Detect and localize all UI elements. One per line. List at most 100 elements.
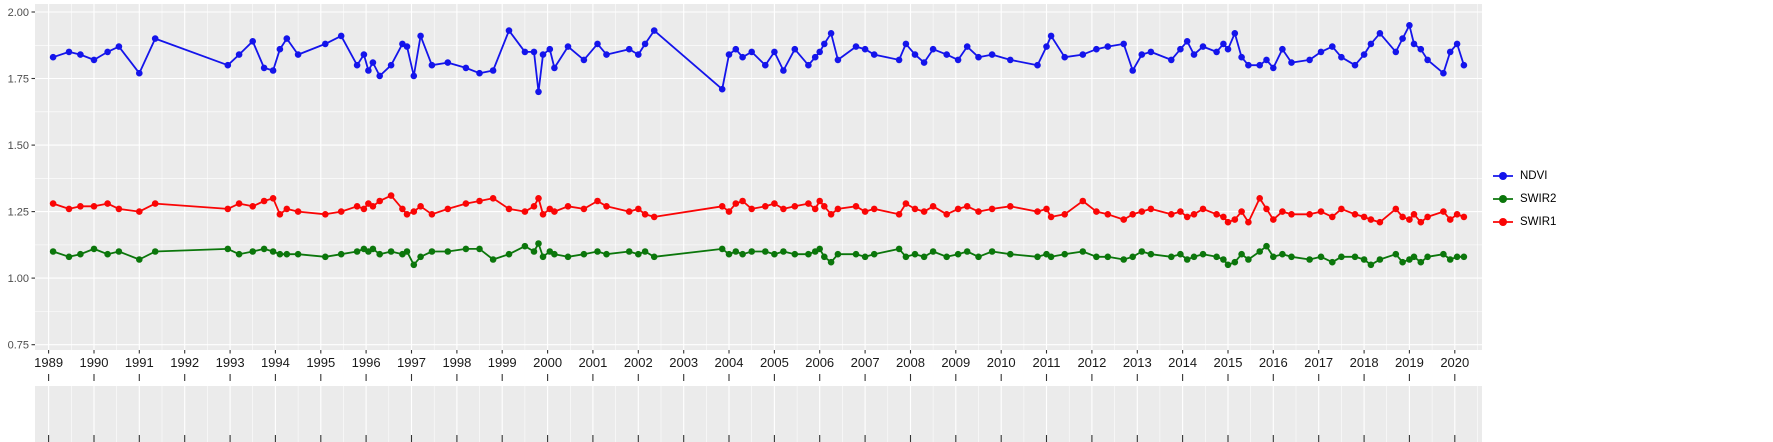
swir1-point — [136, 208, 143, 215]
swir1-point — [1147, 205, 1155, 213]
swir1-point — [1460, 213, 1468, 221]
ndvi-point — [260, 64, 268, 72]
swir2-point — [551, 250, 558, 258]
ndvi-point — [1329, 43, 1336, 50]
ndvi-point — [235, 51, 243, 58]
minor-gridlines — [35, 4, 1482, 442]
swir2-point — [530, 248, 538, 255]
swir1-point — [805, 200, 812, 207]
swir1-point — [594, 197, 601, 205]
x-tick-label: 2003 — [669, 355, 698, 370]
ndvi-point — [476, 69, 483, 77]
swir1-point — [235, 200, 243, 207]
ndvi-point — [732, 45, 740, 53]
swir2-point — [1224, 261, 1232, 269]
y-tick-label: 1.25 — [8, 207, 29, 219]
x-tick-label: 1993 — [216, 355, 245, 370]
swir1-point — [505, 205, 513, 213]
swir2-point — [104, 250, 111, 258]
swir1-point — [1061, 211, 1068, 218]
swir2-point — [603, 250, 610, 258]
swir2-point — [564, 253, 572, 261]
ndvi-point — [1224, 45, 1232, 53]
swir2-point — [1034, 253, 1041, 261]
swir2-point — [535, 240, 542, 247]
swir1-point — [1453, 211, 1461, 218]
swir2-point — [90, 245, 98, 253]
swir2-point — [489, 256, 497, 263]
swir2-point — [805, 250, 812, 258]
swir1-point — [444, 205, 452, 213]
swir2-point — [650, 253, 658, 261]
ndvi-point — [428, 61, 436, 69]
swir2-point — [428, 248, 436, 255]
swir2-point — [954, 250, 962, 258]
swir1-point — [1238, 208, 1245, 215]
ndvi-point — [603, 51, 610, 58]
y-tick-label: 1.00 — [8, 273, 29, 285]
ndvi-point — [1351, 61, 1359, 69]
x-tick-label: 2005 — [760, 355, 789, 370]
x-tick-label: 1996 — [352, 355, 381, 370]
y-tick-label: 1.75 — [8, 74, 29, 86]
ndvi-point — [1360, 51, 1368, 58]
ndvi-point — [530, 48, 538, 56]
swir2-point — [920, 253, 928, 261]
y-tick-label: 1.50 — [8, 140, 29, 152]
ndvi-point — [641, 40, 649, 48]
ndvi-point — [444, 59, 452, 66]
swir1-point — [1446, 216, 1454, 223]
ndvi-point — [551, 64, 558, 72]
ndvi-point — [269, 67, 277, 74]
swir1-point — [224, 205, 232, 213]
swir2-point — [895, 245, 903, 253]
swir2-point — [870, 250, 878, 258]
swir2-point — [852, 250, 860, 258]
swir1-point — [1199, 205, 1207, 213]
ndvi-point — [1043, 43, 1050, 50]
swir2-point — [1351, 253, 1359, 261]
legend-item-swir1: SWIR1 — [1491, 214, 1556, 230]
swir2-point — [1306, 256, 1313, 263]
swir2-point — [861, 253, 869, 261]
swir1-point — [1220, 213, 1227, 221]
ndvi-point — [1061, 53, 1068, 61]
ndvi-point — [821, 40, 828, 48]
series-swir1 — [49, 192, 1468, 226]
swir1-point — [476, 197, 483, 205]
swir2-point — [902, 253, 910, 261]
swir1-point — [294, 208, 302, 215]
ndvi-point — [963, 43, 971, 50]
swir1-point — [535, 195, 542, 202]
swir2-point — [1190, 253, 1198, 261]
ndvi-point — [895, 56, 903, 64]
swir2-point — [417, 253, 424, 261]
ndvi-point — [1453, 40, 1461, 48]
swir1-point — [580, 205, 588, 213]
ndvi-point — [635, 51, 642, 58]
swir1-point — [739, 197, 746, 205]
swir1-point — [895, 211, 903, 218]
swir1-point — [387, 192, 395, 199]
y-tick-label: 2.00 — [8, 7, 29, 19]
swir2-point — [1440, 250, 1447, 258]
swir1-point — [780, 205, 787, 213]
x-tick-label: 2011 — [1033, 355, 1061, 370]
x-tick-label: 2009 — [941, 355, 970, 370]
ndvi-point — [224, 61, 232, 69]
ndvi-point — [1270, 64, 1277, 72]
swir1-point — [1399, 213, 1406, 221]
swir1-point — [762, 203, 769, 210]
ndvi-point — [546, 45, 554, 53]
x-tick-label: 2015 — [1214, 355, 1243, 370]
swir2-point — [732, 248, 740, 255]
x-tick-label: 1989 — [34, 355, 63, 370]
swir2-point — [294, 250, 302, 258]
swir1-point — [811, 205, 819, 213]
ndvi-point — [1093, 45, 1100, 53]
ndvi-point — [462, 64, 470, 72]
swir1-point — [1279, 208, 1286, 215]
swir1-point — [725, 208, 733, 215]
swir2-point — [1376, 256, 1384, 263]
swir2-point — [1104, 253, 1112, 261]
